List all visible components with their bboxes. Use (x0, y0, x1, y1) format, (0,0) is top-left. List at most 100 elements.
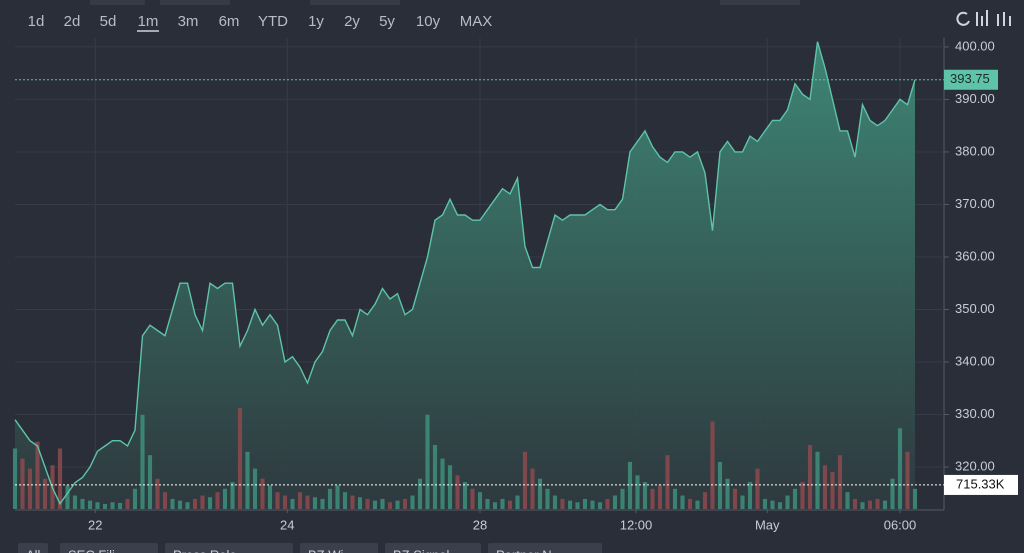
y-tick-label: 320.00 (955, 458, 995, 473)
volume-bar (305, 495, 310, 509)
news-tab[interactable] (165, 543, 293, 553)
range-button[interactable]: 5y (379, 13, 395, 30)
volume-bar (57, 448, 63, 509)
volume-bar (485, 498, 490, 509)
volume-bar (140, 414, 145, 509)
volume-bar (762, 498, 768, 509)
volume-bar (275, 492, 280, 509)
volume-bar (560, 498, 565, 509)
volume-bar (410, 495, 415, 509)
news-tab-label[interactable]: BZ Signal (393, 547, 449, 553)
volume-bar (522, 451, 528, 509)
news-tab[interactable] (385, 543, 481, 553)
refresh-icon[interactable] (956, 11, 970, 26)
range-button[interactable]: MAX (460, 13, 493, 30)
news-tab[interactable] (488, 543, 602, 553)
volume-bar (785, 495, 790, 509)
volume-bar (342, 492, 348, 509)
y-tick-label: 340.00 (955, 353, 995, 368)
volume-bar (252, 468, 258, 509)
tab-strip (310, 0, 400, 5)
y-tick-label: 330.00 (955, 406, 995, 421)
volume-bar (755, 468, 760, 509)
volume-bar (830, 471, 835, 509)
news-tab-label[interactable]: Partner N (496, 547, 552, 553)
volume-bar (470, 488, 475, 509)
range-button[interactable]: 6m (219, 13, 240, 30)
news-tab-label[interactable]: SEC Fili (68, 547, 115, 553)
news-tab[interactable] (300, 543, 378, 553)
last-price-label: 393.75 (950, 71, 990, 86)
volume-bar (815, 451, 820, 509)
volume-bar (87, 500, 93, 509)
volume-bar (267, 485, 273, 509)
volume-bar (867, 500, 873, 509)
volume-bar (380, 498, 385, 509)
volume-bar (312, 497, 318, 509)
volume-bar (507, 500, 513, 509)
volume-bar (687, 498, 693, 509)
volume-bar (335, 485, 340, 509)
price-area (15, 41, 915, 509)
volume-bar (327, 488, 333, 509)
volume-bar (717, 461, 723, 509)
news-tab[interactable] (18, 543, 48, 553)
volume-bar (837, 455, 843, 509)
candle-icon[interactable] (997, 12, 1011, 26)
volume-bar (657, 485, 663, 509)
volume-bar (492, 502, 498, 509)
volume-bar (372, 500, 378, 509)
volume-bar (552, 495, 558, 509)
y-tick-label: 350.00 (955, 301, 995, 316)
volume-bar (590, 500, 595, 509)
news-tab-label[interactable]: Press Rele (173, 547, 237, 553)
volume-bar (80, 498, 85, 509)
volume-bar (537, 478, 543, 509)
tab-strip (160, 0, 230, 5)
y-tick-label: 390.00 (955, 91, 995, 106)
range-button[interactable]: 2d (64, 13, 81, 30)
range-button[interactable]: 1m (138, 13, 159, 30)
volume-bar (882, 500, 888, 509)
volume-bar (627, 461, 633, 509)
volume-bar (852, 498, 858, 509)
range-button[interactable]: 1d (28, 13, 45, 30)
volume-bar (72, 495, 78, 509)
volume-bar (440, 458, 445, 509)
toolbar-icons[interactable] (956, 10, 1011, 26)
news-tab-label[interactable]: All (26, 547, 41, 553)
volume-bar (365, 498, 370, 509)
volume-bar (215, 492, 220, 509)
range-button[interactable]: 5d (100, 13, 117, 30)
range-button[interactable]: 10y (416, 13, 441, 30)
volume-bar (177, 500, 183, 509)
volume-bar (530, 468, 535, 509)
tab-strip (90, 0, 145, 5)
volume-bar (875, 498, 880, 509)
range-button[interactable]: YTD (258, 13, 288, 30)
y-tick-label: 370.00 (955, 196, 995, 211)
volume-bar (672, 488, 678, 509)
range-button[interactable]: 1y (308, 13, 324, 30)
range-button[interactable]: 2y (344, 13, 360, 30)
bar-icon[interactable] (976, 10, 988, 26)
volume-bar (740, 495, 745, 509)
y-tick-label: 380.00 (955, 143, 995, 158)
volume-bar (725, 478, 730, 509)
volume-bar (432, 445, 438, 509)
last-volume-box (944, 474, 1018, 495)
volume-bar (665, 455, 670, 509)
volume-bar (282, 495, 288, 509)
news-tab-label[interactable]: BZ Wi (308, 547, 343, 553)
volume-bar (207, 497, 213, 509)
range-button[interactable]: 3m (178, 13, 199, 30)
news-tab[interactable] (60, 543, 158, 553)
volume-bar (545, 488, 550, 509)
volume-bar (417, 478, 423, 509)
volume-bar (110, 502, 115, 509)
x-tick-label: 22 (88, 517, 102, 532)
x-tick-label: 28 (473, 517, 487, 532)
last-volume-label: 715.33K (956, 476, 1005, 491)
x-tick-label: 06:00 (884, 517, 917, 532)
volume-bar (297, 492, 303, 509)
